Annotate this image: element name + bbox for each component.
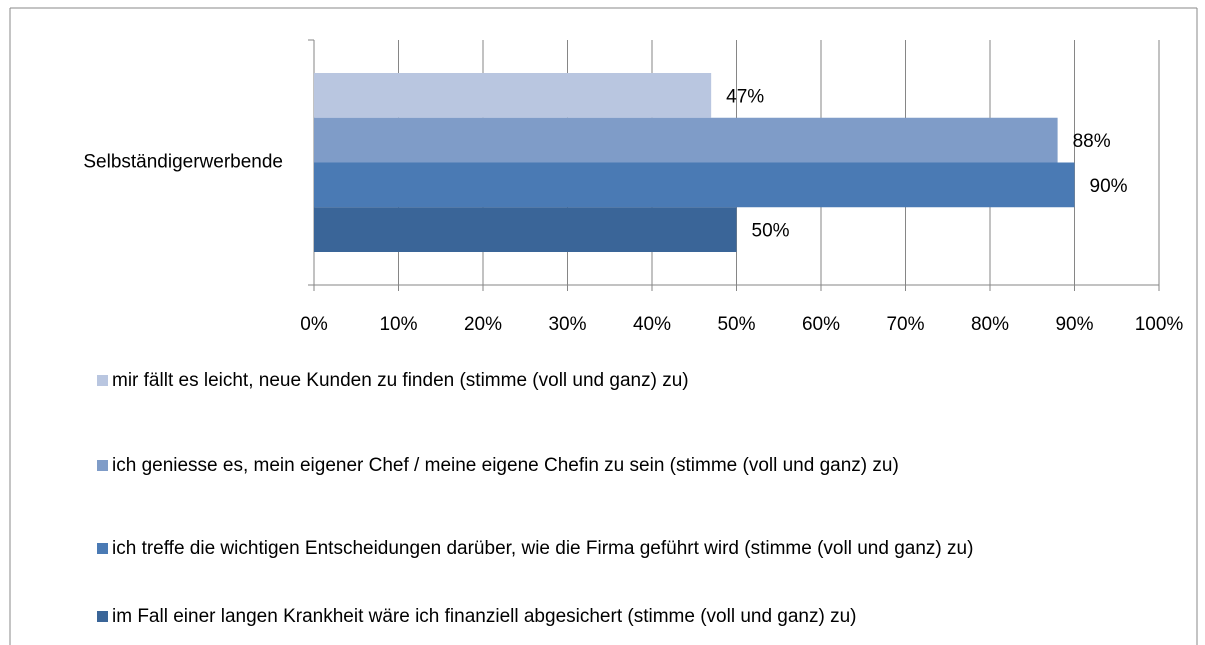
legend-entry: im Fall einer langen Krankheit wäre ich … <box>97 603 1172 630</box>
x-tick-label: 60% <box>802 314 840 335</box>
legend-label: im Fall einer langen Krankheit wäre ich … <box>112 606 857 627</box>
bar <box>314 117 1058 163</box>
legend-label: mir fällt es leicht, neue Kunden zu find… <box>112 370 689 391</box>
data-label: 50% <box>752 221 790 242</box>
bar <box>314 207 737 252</box>
x-tick-label: 70% <box>886 314 924 335</box>
legend-swatch <box>97 611 108 622</box>
x-tick-label: 50% <box>717 314 755 335</box>
legend-entry: ich treffe die wichtigen Entscheidungen … <box>97 535 1172 562</box>
data-label: 88% <box>1073 131 1111 152</box>
bar <box>314 73 712 118</box>
x-tick-label: 90% <box>1055 314 1093 335</box>
bar <box>314 162 1075 208</box>
y-tick-label: Selbständigerwerbende <box>83 152 283 173</box>
legend-swatch <box>97 375 108 386</box>
legend-label: ich treffe die wichtigen Entscheidungen … <box>112 538 974 559</box>
legend-entry: ich geniesse es, mein eigener Chef / mei… <box>97 452 1172 479</box>
legend-swatch <box>97 460 108 471</box>
legend-swatch <box>97 543 108 554</box>
x-tick-label: 0% <box>300 314 328 335</box>
data-label: 47% <box>726 86 764 107</box>
x-tick-label: 40% <box>633 314 671 335</box>
x-tick-label: 10% <box>379 314 417 335</box>
legend-entry: mir fällt es leicht, neue Kunden zu find… <box>97 367 1172 394</box>
x-tick-label: 20% <box>464 314 502 335</box>
data-label: 90% <box>1090 176 1128 197</box>
x-tick-label: 30% <box>548 314 586 335</box>
legend-label: ich geniesse es, mein eigener Chef / mei… <box>112 455 899 476</box>
x-tick-label: 80% <box>971 314 1009 335</box>
x-tick-label: 100% <box>1135 314 1184 335</box>
